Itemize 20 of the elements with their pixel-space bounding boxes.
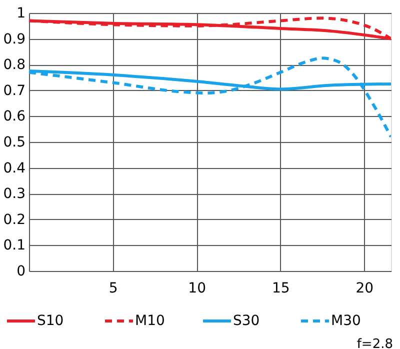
y-tick-label: 0.4	[3, 160, 26, 176]
y-tick-label: 0.7	[3, 82, 26, 99]
legend-label: M30	[331, 313, 361, 329]
y-tick-label: 0.8	[3, 57, 26, 74]
text: f=2.8	[356, 337, 393, 349]
y-tick-label: 1	[16, 6, 26, 22]
y-tick-label: 0.9	[3, 31, 26, 48]
x-tick-label: 15	[272, 280, 290, 296]
y-tick-label: 0.3	[3, 186, 26, 202]
x-tick-label: 10	[188, 280, 206, 296]
x-tick-label: 5	[108, 280, 118, 296]
y-tick-label: 0.5	[3, 134, 26, 150]
y-tick-label: 0.1	[3, 238, 26, 254]
legend-label: S30	[233, 313, 260, 329]
y-tick-label: 0.6	[3, 108, 26, 125]
legend-label: S10	[37, 313, 64, 329]
x-tick-label: 20	[356, 280, 374, 296]
y-tick-label: 0	[16, 264, 26, 280]
legend-label: M10	[135, 313, 165, 329]
y-tick-label: 0.2	[3, 212, 26, 228]
